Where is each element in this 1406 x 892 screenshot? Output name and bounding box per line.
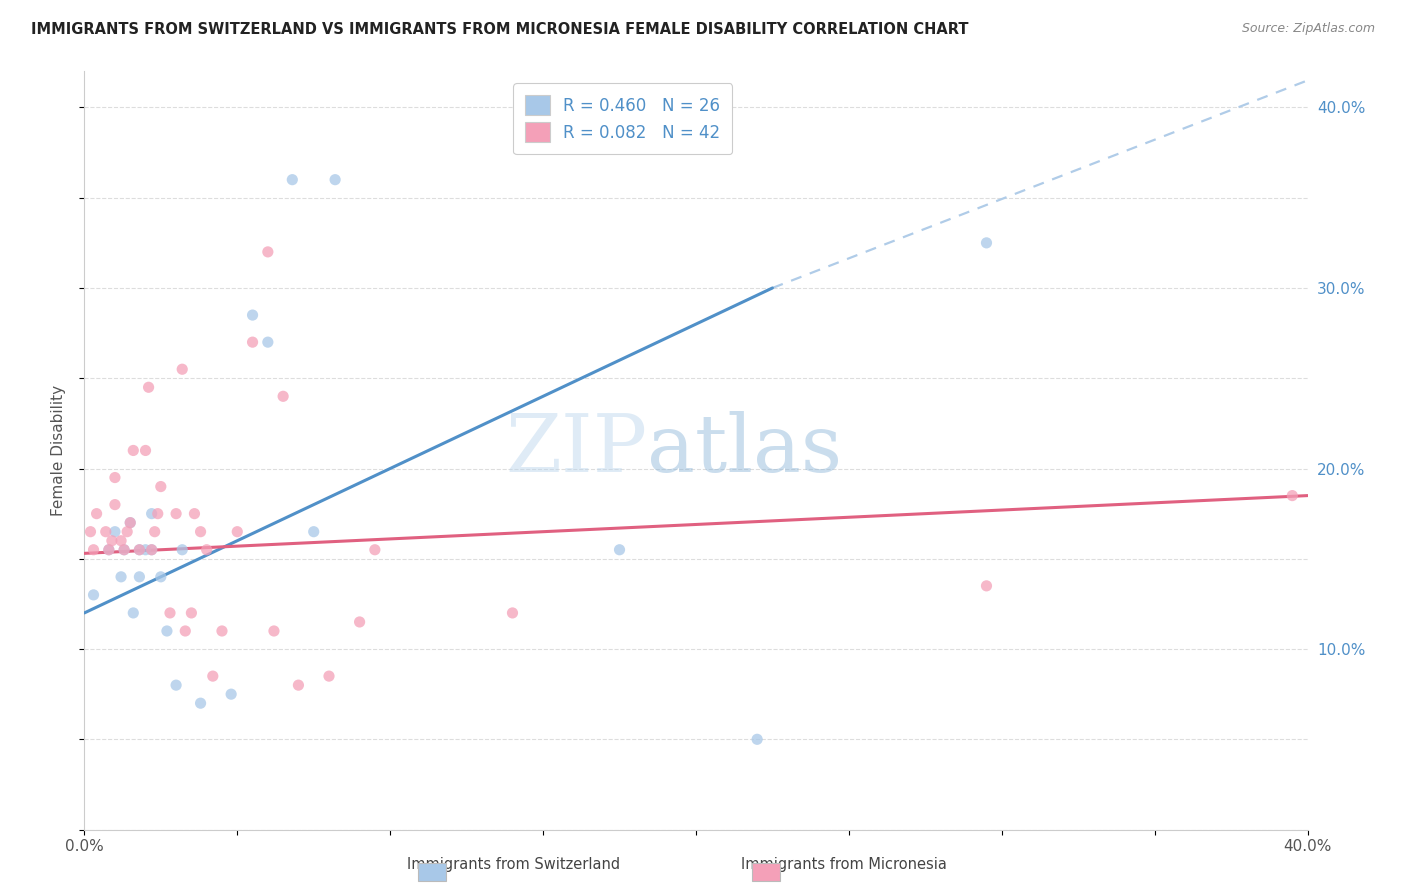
Point [115,524,138,539]
Point [242,308,264,322]
Point [104,524,127,539]
Point [174,624,197,638]
Point [110,533,132,548]
Text: Source: ZipAtlas.com: Source: ZipAtlas.com [1241,22,1375,36]
Point [135,542,157,557]
Point [172,542,194,557]
Point [976,235,998,250]
Point [502,606,524,620]
Point [165,678,187,692]
Point [165,507,187,521]
Point [219,687,242,701]
Point [747,732,769,747]
Point [287,678,309,692]
Point [211,624,233,638]
Text: IMMIGRANTS FROM SWITZERLAND VS IMMIGRANTS FROM MICRONESIA FEMALE DISABILITY CORR: IMMIGRANTS FROM SWITZERLAND VS IMMIGRANT… [31,22,969,37]
Point [128,542,150,557]
Point [318,669,340,683]
Point [97,542,120,557]
Point [120,516,142,530]
Point [257,244,280,259]
Point [349,615,371,629]
Point [128,570,150,584]
Point [143,524,166,539]
Point [122,443,145,458]
Point [97,542,120,557]
Point [226,524,249,539]
Text: ZIP: ZIP [505,411,647,490]
Point [135,443,157,458]
Point [201,669,224,683]
Point [180,606,202,620]
Point [83,588,105,602]
Point [86,507,108,521]
Point [146,507,169,521]
Legend: R = 0.460   N = 26, R = 0.082   N = 42: R = 0.460 N = 26, R = 0.082 N = 42 [513,84,733,154]
Point [195,542,218,557]
Point [271,389,294,403]
Point [141,542,163,557]
Y-axis label: Female Disability: Female Disability [51,384,66,516]
Point [101,533,124,548]
Point [112,542,135,557]
Point [122,606,145,620]
Point [364,542,387,557]
Point [183,507,205,521]
Point [976,579,998,593]
Point [149,479,172,493]
Point [190,524,212,539]
Point [128,542,150,557]
Point [120,516,142,530]
Point [149,570,172,584]
Point [156,624,179,638]
Point [257,335,280,350]
Point [110,570,132,584]
Point [263,624,285,638]
Point [609,542,631,557]
Text: Immigrants from Micronesia: Immigrants from Micronesia [741,857,946,872]
Point [323,172,346,186]
Point [172,362,194,376]
Point [302,524,325,539]
Point [141,542,163,557]
Point [190,696,212,710]
Text: atlas: atlas [647,411,842,490]
Point [83,542,105,557]
Point [138,380,160,394]
Point [104,498,127,512]
Point [104,470,127,484]
Point [141,507,163,521]
Point [112,542,135,557]
Point [94,524,117,539]
Point [79,524,101,539]
Point [159,606,181,620]
Text: Immigrants from Switzerland: Immigrants from Switzerland [406,857,620,872]
Point [281,172,304,186]
Point [242,335,264,350]
Point [1281,489,1303,503]
